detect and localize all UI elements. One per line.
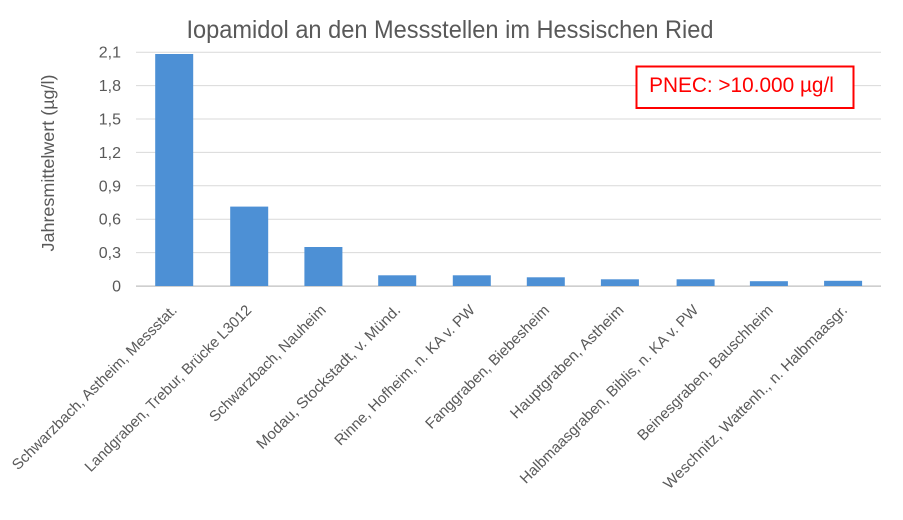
- svg-text:2,1: 2,1: [99, 45, 121, 62]
- svg-text:Iopamidol an den Messstellen i: Iopamidol an den Messstellen im Hessisch…: [187, 16, 714, 44]
- svg-text:Jahresmittelwert (µg/l): Jahresmittelwert (µg/l): [38, 75, 58, 252]
- svg-text:1,8: 1,8: [99, 78, 121, 95]
- svg-text:0,3: 0,3: [99, 245, 121, 262]
- svg-text:1,5: 1,5: [99, 112, 121, 129]
- svg-text:1,2: 1,2: [99, 145, 121, 162]
- svg-text:PNEC: >10.000 µg/l: PNEC: >10.000 µg/l: [649, 74, 834, 97]
- svg-text:0,9: 0,9: [99, 178, 121, 195]
- svg-text:0: 0: [112, 279, 121, 296]
- svg-text:0,6: 0,6: [99, 212, 121, 229]
